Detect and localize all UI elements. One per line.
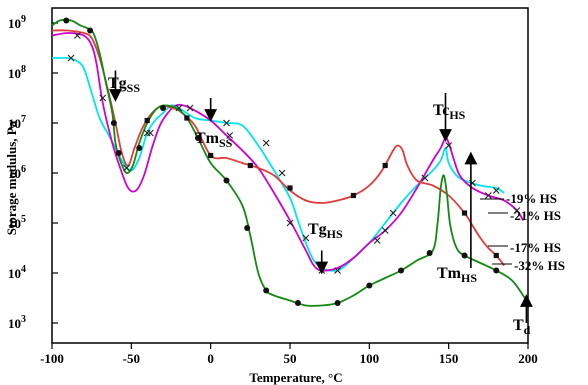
series-label: -32% HS xyxy=(514,258,565,273)
marker-square-17-hs xyxy=(144,117,150,124)
marker-x-19-hs xyxy=(334,267,341,274)
x-tick-label: -50 xyxy=(123,351,140,366)
marker-square-17-hs xyxy=(382,162,388,169)
marker-dot-32-hs xyxy=(110,120,117,126)
x-tick-label: 200 xyxy=(518,351,538,366)
annotations-layer: TgSS TmSS TcHS TgHS TmHS Td xyxy=(108,70,533,337)
marker-x-21-hs xyxy=(286,219,294,227)
marker-x-19-hs xyxy=(302,234,310,242)
x-axis: -100 -50 0 50 100 150 200 xyxy=(40,343,538,366)
marker-dot-32-hs xyxy=(223,177,230,184)
series-layer xyxy=(51,19,526,307)
marker-dot-32-hs xyxy=(426,250,433,256)
marker-x-19-hs xyxy=(143,129,151,137)
y-tick-label: 109 xyxy=(8,14,26,31)
marker-x-19-hs xyxy=(492,187,500,194)
marker-square-17-hs xyxy=(247,162,253,169)
series-label: -21% HS xyxy=(510,208,561,223)
markers-layer xyxy=(63,17,521,306)
marker-dot-32-hs xyxy=(136,145,143,151)
marker-dot-32-hs xyxy=(461,252,468,259)
annotation-tg-hs: TgHS xyxy=(308,221,343,241)
marker-dot-32-hs xyxy=(366,282,373,289)
annotation-tg-ss: TgSS xyxy=(108,75,140,95)
y-tick-label: 104 xyxy=(8,264,26,281)
marker-x-21-hs xyxy=(513,207,521,214)
marker-dot-32-hs xyxy=(493,267,500,274)
annotation-tc-hs: TcHS xyxy=(433,102,466,122)
marker-x-19-hs xyxy=(389,209,397,217)
series-line-32-hs xyxy=(51,19,526,307)
x-tick-label: 150 xyxy=(439,351,459,366)
marker-square-17-hs xyxy=(461,210,468,216)
marker-square-17-hs xyxy=(208,152,214,159)
marker-x-19-hs xyxy=(373,237,381,244)
y-tick-label: 105 xyxy=(8,214,26,231)
x-tick-label: 50 xyxy=(284,351,297,366)
annotation-tm-ss: TmSS xyxy=(195,130,233,150)
marker-x-21-hs xyxy=(226,132,234,139)
series-line-21-hs xyxy=(51,32,524,272)
x-tick-label: -100 xyxy=(40,351,64,366)
marker-dot-32-hs xyxy=(334,300,341,306)
y-tick-label: 106 xyxy=(8,164,26,181)
series-line-17-hs xyxy=(51,29,505,267)
marker-dot-32-hs xyxy=(263,287,270,294)
marker-x-21-hs xyxy=(146,129,154,137)
marker-x-21-hs xyxy=(73,32,81,39)
marker-square-17-hs xyxy=(350,192,357,199)
marker-x-19-hs xyxy=(278,169,286,177)
y-axis: 103 104 105 106 107 108 109 xyxy=(8,14,58,331)
y-tick-label: 108 xyxy=(8,64,26,81)
marker-square-17-hs xyxy=(287,185,293,191)
y-tick-label: 107 xyxy=(8,114,26,131)
y-tick-label: 103 xyxy=(8,314,26,331)
marker-dot-32-hs xyxy=(63,17,70,24)
marker-dot-32-hs xyxy=(160,105,167,111)
x-tick-label: 0 xyxy=(207,351,214,366)
y-axis-title: Storage modulus, Pa xyxy=(4,120,19,235)
marker-dot-32-hs xyxy=(87,27,94,34)
marker-dot-32-hs xyxy=(398,267,405,274)
marker-x-21-hs xyxy=(445,142,453,149)
marker-dot-32-hs xyxy=(244,225,251,231)
marker-x-19-hs xyxy=(175,104,183,112)
marker-x-19-hs xyxy=(223,119,230,127)
x-tick-label: 100 xyxy=(360,351,380,366)
marker-x-19-hs xyxy=(99,94,107,102)
marker-x-19-hs xyxy=(421,174,429,182)
annotation-tm-hs: TmHS xyxy=(437,265,477,285)
marker-x-21-hs xyxy=(186,104,194,112)
series-labels: -19% HS -21% HS -17% HS -32% HS xyxy=(480,191,565,273)
x-axis-title: Temperature, °C xyxy=(249,370,342,385)
series-line-19-hs xyxy=(51,56,505,272)
marker-dot-32-hs xyxy=(294,300,301,306)
annotation-td: Td xyxy=(513,317,531,337)
marker-x-19-hs xyxy=(262,139,270,147)
marker-square-17-hs xyxy=(184,115,190,121)
marker-x-21-hs xyxy=(381,227,389,234)
series-label: -17% HS xyxy=(510,240,561,255)
marker-square-17-hs xyxy=(493,252,499,259)
marker-x-19-hs xyxy=(123,164,130,172)
series-label: -19% HS xyxy=(506,191,557,206)
marker-dot-32-hs xyxy=(194,135,201,141)
marker-x-21-hs xyxy=(484,192,492,199)
marker-x-19-hs xyxy=(67,54,75,62)
marker-dot-32-hs xyxy=(115,150,122,156)
